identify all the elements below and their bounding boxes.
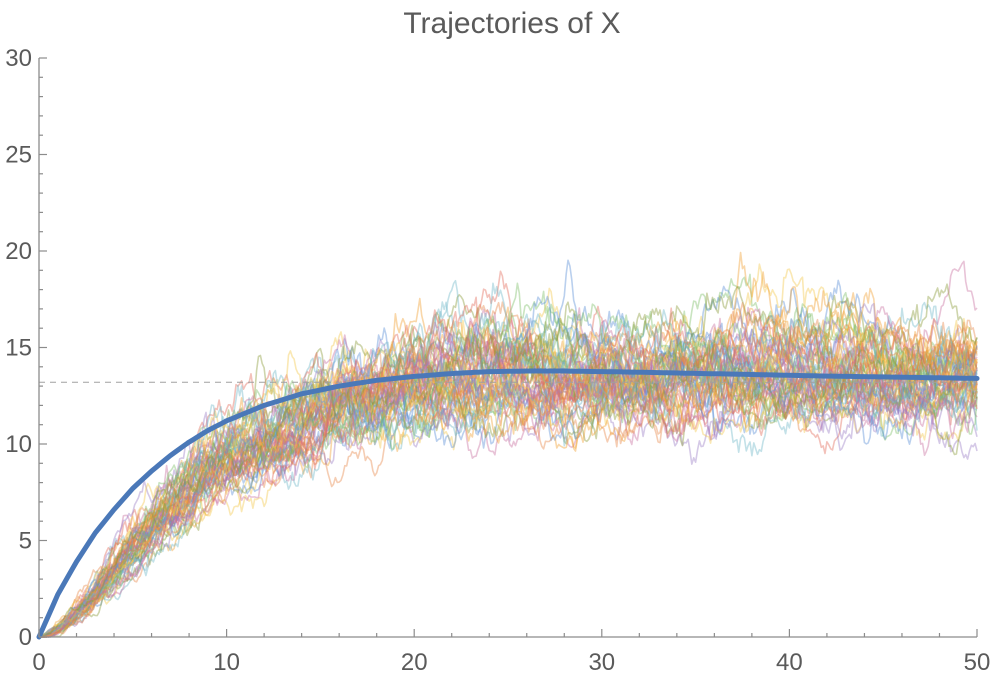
trajectory-line (39, 302, 978, 638)
trajectory-line (39, 348, 978, 638)
y-axis-ticks: 0 5 10 15 20 25 30 (5, 45, 47, 651)
trajectory-line (39, 333, 978, 638)
trajectory-line (38, 308, 978, 638)
trajectory-line (39, 294, 978, 638)
trajectory-line (38, 323, 978, 638)
trajectory-line (38, 302, 978, 638)
trajectory-line (39, 306, 978, 638)
x-tick-label: 10 (213, 649, 240, 676)
trajectory-line (39, 296, 978, 638)
trajectory-line (38, 320, 978, 638)
trajectory-line (39, 352, 978, 638)
x-tick-label: 30 (588, 649, 615, 676)
trajectory-line (38, 317, 978, 638)
x-tick-label: 0 (32, 649, 45, 676)
y-tick-label: 15 (5, 335, 32, 362)
trajectory-line (39, 307, 978, 638)
trajectory-line (38, 282, 978, 638)
trajectory-line (38, 318, 978, 638)
trajectory-line (38, 351, 978, 638)
trajectory-line (38, 259, 978, 638)
y-tick-label: 5 (19, 528, 32, 555)
y-tick-label: 20 (5, 238, 32, 265)
y-tick-label: 0 (19, 624, 32, 651)
trajectory-line (38, 317, 978, 638)
trajectory-line (39, 324, 978, 638)
trajectory-line (39, 307, 978, 638)
trajectory-line (38, 327, 978, 638)
trajectory-line (38, 279, 978, 638)
trajectory-line (39, 320, 978, 638)
trajectory-line (38, 295, 978, 638)
trajectory-line (38, 327, 978, 638)
y-tick-label: 30 (5, 45, 32, 72)
chart-title: Trajectories of X (403, 7, 620, 40)
trajectory-line (39, 282, 978, 638)
trajectory-line (39, 331, 978, 638)
trajectory-line (38, 327, 978, 638)
x-axis-ticks: 0 10 20 30 40 50 (32, 629, 990, 676)
trajectory-line (39, 260, 978, 638)
y-tick-label: 25 (5, 142, 32, 169)
trajectory-line (39, 321, 978, 638)
y-tick-label: 10 (5, 431, 32, 458)
trajectory-line (38, 333, 978, 638)
trajectory-lines (38, 251, 978, 638)
trajectory-line (39, 319, 978, 638)
trajectory-line (39, 283, 978, 638)
x-tick-label: 20 (401, 649, 428, 676)
trajectory-line (39, 251, 978, 638)
x-tick-label: 40 (776, 649, 803, 676)
trajectory-line (39, 285, 978, 638)
trajectory-line (39, 302, 978, 638)
trajectory-line (38, 292, 978, 638)
trajectory-line (39, 310, 978, 638)
trajectory-line (39, 322, 978, 638)
trajectory-line (38, 273, 978, 638)
trajectory-line (39, 303, 978, 638)
trajectory-line (38, 301, 978, 638)
trajectory-line (39, 270, 978, 638)
mean-curve (36, 368, 980, 640)
trajectory-line (39, 263, 978, 638)
trajectory-line (39, 309, 978, 638)
trajectory-line (39, 352, 978, 638)
trajectory-line (39, 306, 978, 638)
trajectory-line (38, 325, 978, 638)
trajectory-line (39, 326, 978, 638)
trajectory-line (39, 297, 978, 638)
trajectory-line (39, 314, 978, 638)
trajectory-line (38, 322, 978, 638)
x-tick-label: 50 (964, 649, 991, 676)
trajectory-line (39, 291, 978, 638)
trajectory-line (38, 331, 978, 638)
trajectory-line (39, 279, 978, 638)
